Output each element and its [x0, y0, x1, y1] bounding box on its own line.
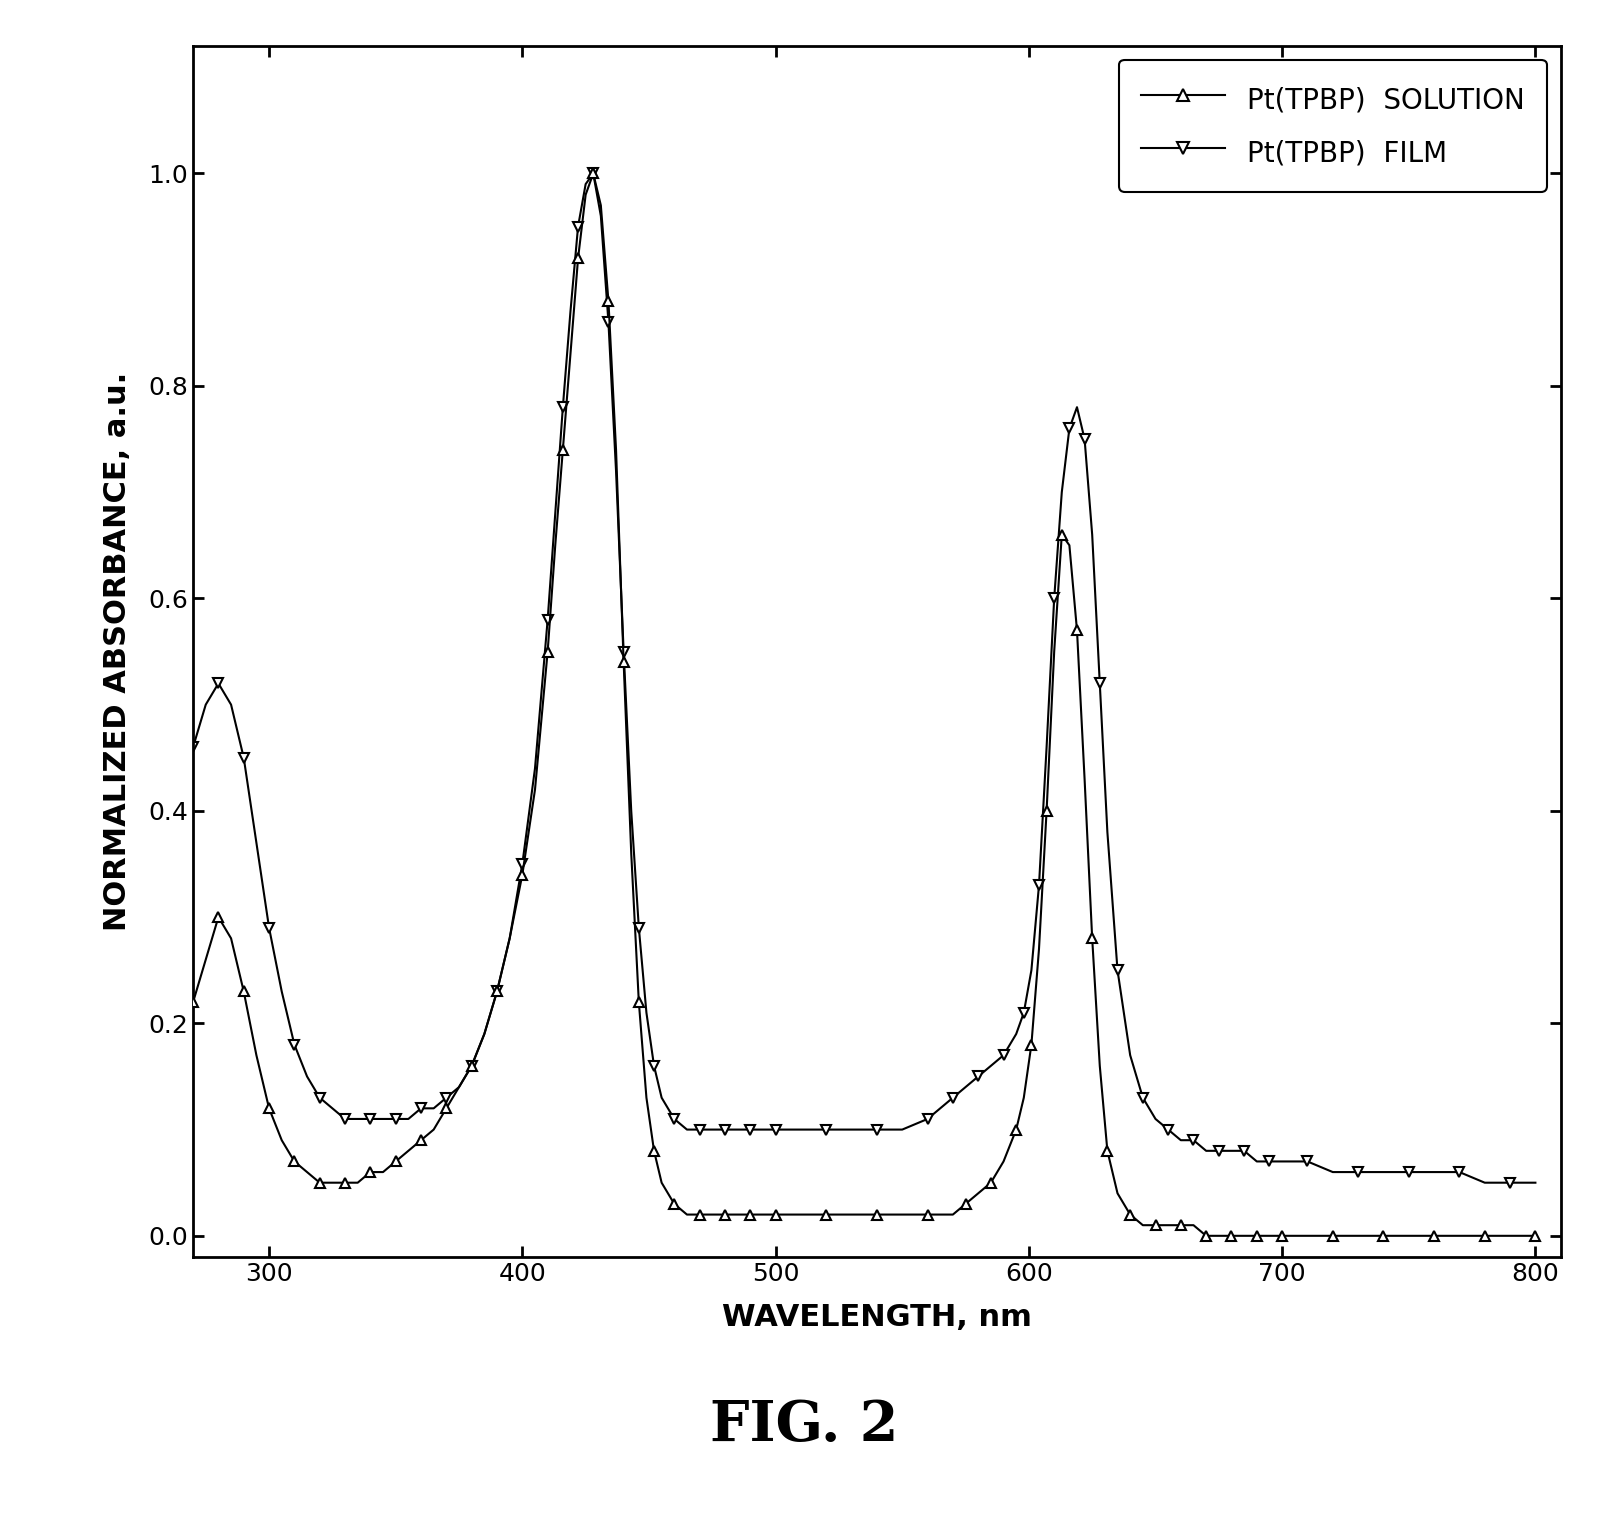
Legend: Pt(TPBP)  SOLUTION, Pt(TPBP)  FILM: Pt(TPBP) SOLUTION, Pt(TPBP) FILM — [1120, 60, 1546, 192]
Y-axis label: NORMALIZED ABSORBANCE, a.u.: NORMALIZED ABSORBANCE, a.u. — [103, 373, 132, 931]
Text: FIG. 2: FIG. 2 — [710, 1398, 899, 1453]
X-axis label: WAVELENGTH, nm: WAVELENGTH, nm — [722, 1303, 1031, 1332]
